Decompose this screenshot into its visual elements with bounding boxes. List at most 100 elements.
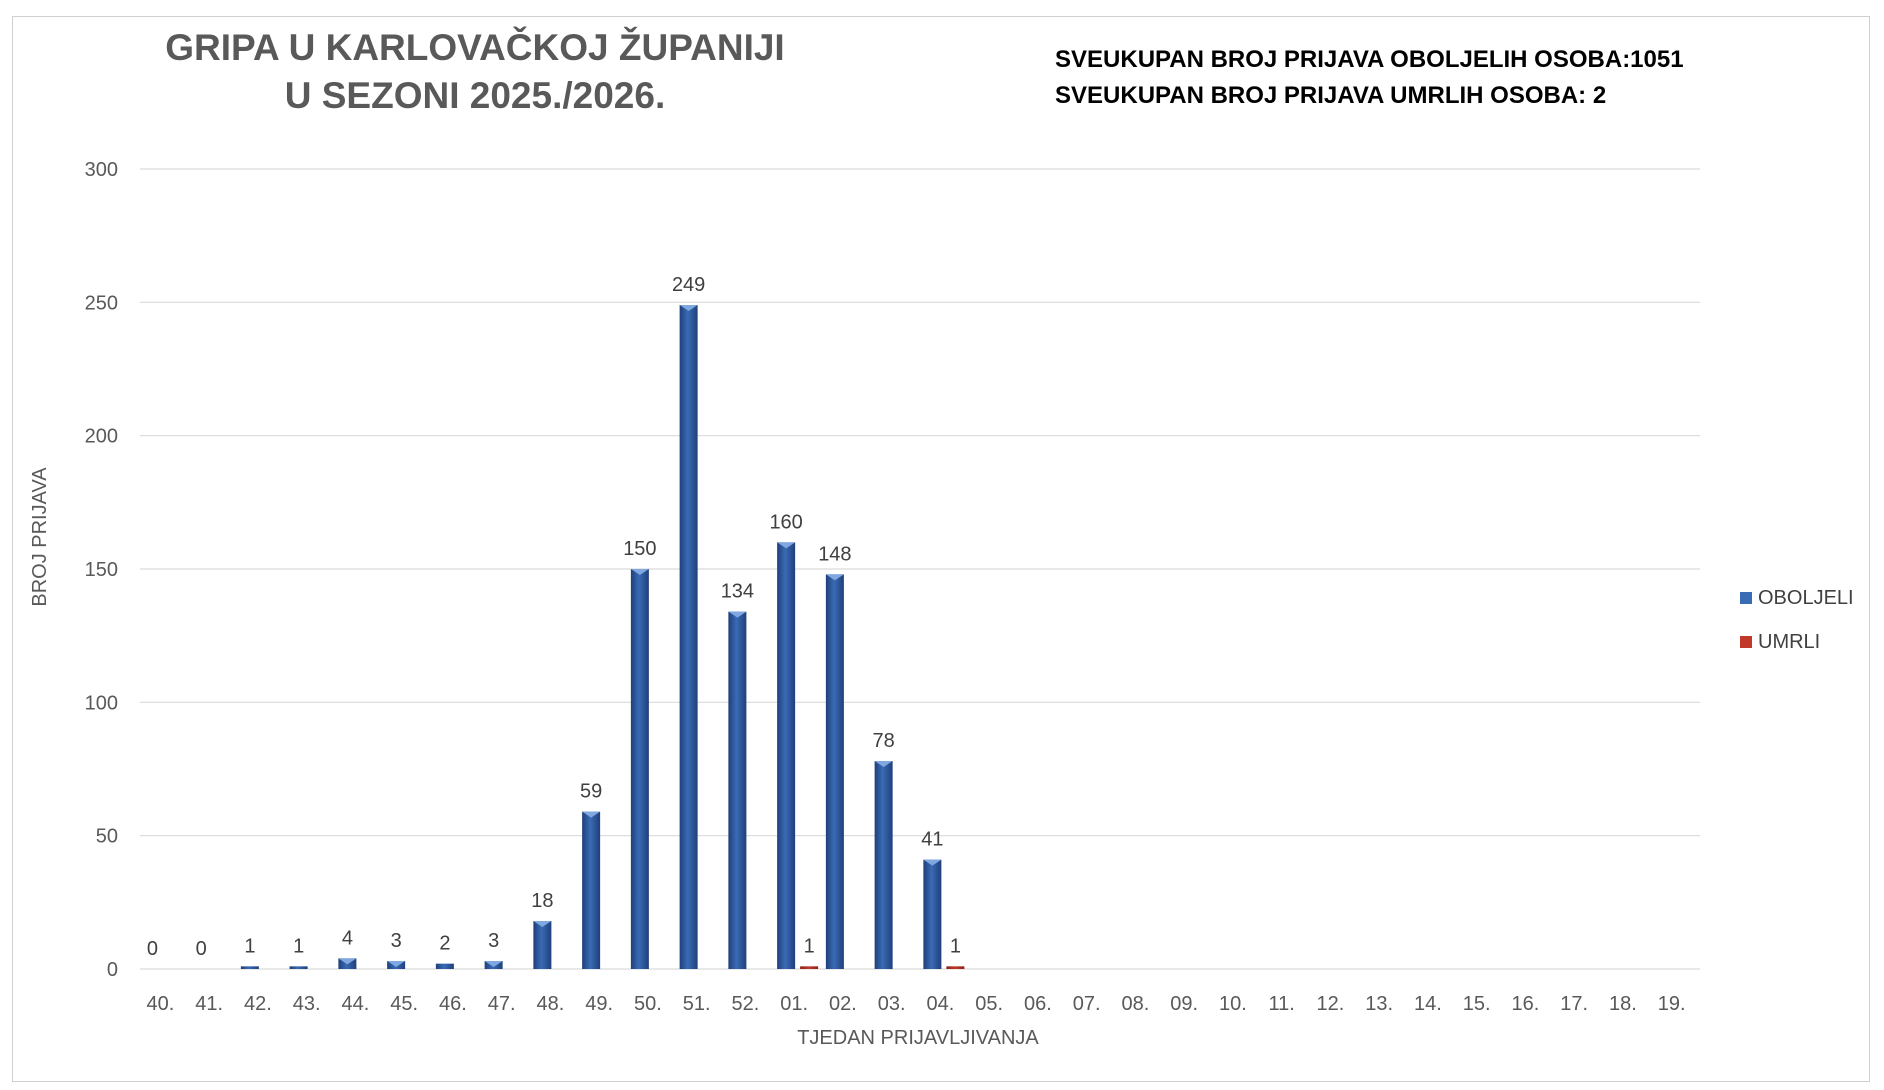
bar-oboljeli-cap <box>874 761 893 767</box>
y-tick-label: 0 <box>107 959 118 981</box>
bar-oboljeli-cap <box>582 811 601 818</box>
x-tick-label: 11. <box>1268 993 1294 1015</box>
x-tick-label: 13. <box>1365 993 1393 1015</box>
x-tick-label: 19. <box>1658 993 1686 1015</box>
legend: OBOLJELI UMRLI <box>1740 576 1854 664</box>
x-tick-label: 45. <box>390 993 418 1015</box>
data-label-oboljeli: 78 <box>873 730 895 752</box>
legend-label-oboljeli: OBOLJELI <box>1758 586 1854 609</box>
bar-oboljeli-cap <box>728 611 747 618</box>
bar-oboljeli-cap <box>387 961 406 967</box>
bar-oboljeli-cap <box>825 574 844 581</box>
data-label-oboljeli: 1 <box>244 935 255 957</box>
legend-swatch-oboljeli <box>1740 592 1752 604</box>
bar-oboljeli-cap <box>679 305 698 311</box>
x-tick-label: 51. <box>683 993 711 1015</box>
bar-oboljeli <box>777 542 796 969</box>
x-tick-label: 43. <box>293 993 321 1015</box>
x-axis-ticks: 40. 41. 42. 43. 44. 45. 46. 47. 48. 49. 50. 51. 52. 0… <box>146 993 1685 1015</box>
data-label-oboljeli: 0 <box>196 938 207 960</box>
x-tick-label: 48. <box>536 993 564 1015</box>
x-tick-label: 06. <box>1024 993 1052 1015</box>
y-tick-label: 300 <box>85 159 118 181</box>
x-tick-label: 42. <box>244 993 272 1015</box>
x-tick-label: 15. <box>1463 993 1491 1015</box>
x-tick-label: 09. <box>1170 993 1198 1015</box>
chart-frame <box>12 16 1870 1082</box>
data-labels: 0 0 1 1 4 3 2 3 18 59 150 249 134 160 1 148 78 41 1 <box>147 274 961 960</box>
data-label-oboljeli: 4 <box>342 927 353 949</box>
data-label-oboljeli: 3 <box>391 930 402 952</box>
legend-label-umrli: UMRLI <box>1758 630 1821 653</box>
total-dead-text: SVEUKUPAN BROJ PRIJAVA UMRLIH OSOBA: 2 <box>1055 82 1607 109</box>
data-label-oboljeli: 249 <box>672 274 705 296</box>
x-tick-label: 02. <box>829 993 857 1015</box>
data-label-oboljeli: 134 <box>721 581 754 603</box>
x-tick-label: 07. <box>1073 993 1101 1015</box>
bar-oboljeli <box>923 859 942 969</box>
y-tick-label: 100 <box>85 692 118 714</box>
x-tick-label: 18. <box>1609 993 1637 1015</box>
bar-oboljeli <box>533 921 552 969</box>
x-tick-label: 10. <box>1219 993 1247 1015</box>
data-label-oboljeli: 3 <box>488 930 499 952</box>
bar-umrli <box>946 966 965 969</box>
bar-oboljeli-cap <box>630 569 649 575</box>
gridlines <box>140 168 1700 970</box>
x-tick-label: 08. <box>1121 993 1149 1015</box>
x-tick-label: 17. <box>1560 993 1588 1015</box>
legend-swatch-umrli <box>1740 636 1752 648</box>
data-label-umrli: 1 <box>950 935 961 957</box>
data-label-oboljeli: 1 <box>293 935 304 957</box>
bar-oboljeli <box>289 966 308 969</box>
y-tick-label: 50 <box>96 826 118 848</box>
data-label-oboljeli: 160 <box>769 511 802 533</box>
totals-box: SVEUKUPAN BROJ PRIJAVA OBOLJELIH OSOBA:1… <box>1055 42 1684 114</box>
bar-oboljeli <box>630 569 649 969</box>
x-tick-label: 52. <box>731 993 759 1015</box>
bar-oboljeli <box>582 811 601 969</box>
data-label-oboljeli: 150 <box>623 538 656 560</box>
legend-item-umrli: UMRLI <box>1740 620 1854 664</box>
bars <box>240 305 965 969</box>
data-label-oboljeli: 41 <box>921 829 943 851</box>
x-tick-label: 14. <box>1414 993 1442 1015</box>
bar-umrli <box>800 966 819 969</box>
bar-oboljeli <box>679 305 698 969</box>
chart-title-line1: GRIPA U KARLOVAČKOJ ŽUPANIJI <box>165 27 785 68</box>
x-tick-label: 16. <box>1511 993 1539 1015</box>
chart-title: GRIPA U KARLOVAČKOJ ŽUPANIJI U SEZONI 20… <box>150 24 800 120</box>
x-tick-label: 03. <box>878 993 906 1015</box>
x-tick-label: 05. <box>975 993 1003 1015</box>
bar-oboljeli <box>825 574 844 969</box>
data-label-oboljeli: 148 <box>818 543 851 565</box>
chart-title-line2: U SEZONI 2025./2026. <box>284 75 666 116</box>
data-label-oboljeli: 18 <box>531 890 553 912</box>
x-tick-label: 40. <box>146 993 174 1015</box>
bar-oboljeli <box>728 611 747 969</box>
x-tick-label: 41. <box>195 993 223 1015</box>
data-label-oboljeli: 0 <box>147 938 158 960</box>
bar-oboljeli-cap <box>777 542 796 549</box>
y-tick-label: 250 <box>85 292 118 314</box>
bar-oboljeli-cap <box>484 961 503 967</box>
x-tick-label: 01. <box>780 993 808 1015</box>
data-label-oboljeli: 2 <box>439 933 450 955</box>
x-tick-label: 47. <box>488 993 516 1015</box>
data-label-oboljeli: 59 <box>580 781 602 803</box>
legend-item-oboljeli: OBOLJELI <box>1740 576 1854 620</box>
x-tick-label: 46. <box>439 993 467 1015</box>
y-tick-label: 150 <box>85 559 118 581</box>
bar-oboljeli <box>435 963 454 969</box>
bar-oboljeli-cap <box>923 859 942 866</box>
y-axis-title: BROJ PRIJAVA <box>29 467 51 607</box>
total-sick-text: SVEUKUPAN BROJ PRIJAVA OBOLJELIH OSOBA:1… <box>1055 46 1684 73</box>
bar-oboljeli <box>240 966 259 969</box>
y-tick-label: 200 <box>85 426 118 448</box>
bar-oboljeli-cap <box>533 921 552 927</box>
x-tick-label: 49. <box>585 993 613 1015</box>
x-tick-label: 12. <box>1316 993 1344 1015</box>
bar-oboljeli-cap <box>338 958 357 965</box>
x-tick-label: 04. <box>926 993 954 1015</box>
